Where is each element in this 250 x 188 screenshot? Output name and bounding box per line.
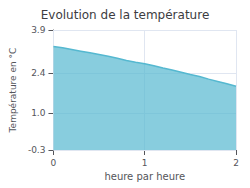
- svg-text:2: 2: [233, 158, 239, 168]
- svg-text:0: 0: [51, 158, 57, 168]
- svg-text:Température en °C: Température en °C: [8, 48, 18, 134]
- svg-text:1.0: 1.0: [31, 108, 46, 118]
- svg-text:Evolution de la température: Evolution de la température: [41, 8, 210, 22]
- svg-text:1: 1: [142, 158, 148, 168]
- svg-text:-0.3: -0.3: [28, 145, 46, 155]
- svg-text:2.4: 2.4: [31, 68, 46, 78]
- svg-text:heure par heure: heure par heure: [104, 171, 185, 182]
- svg-text:3.9: 3.9: [31, 25, 46, 35]
